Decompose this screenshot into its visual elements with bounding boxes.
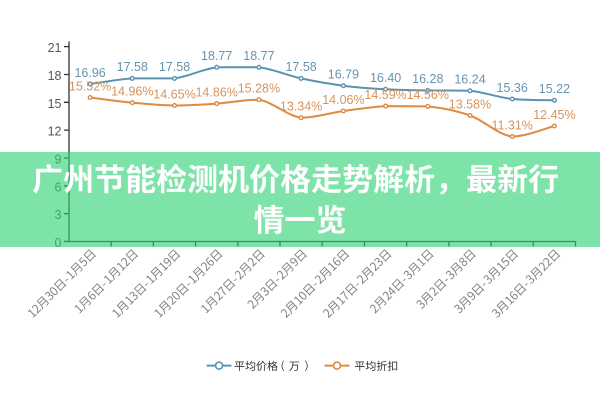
svg-text:16.28: 16.28 — [412, 72, 443, 86]
svg-text:16.40: 16.40 — [370, 71, 401, 85]
svg-text:14.65%: 14.65% — [153, 87, 195, 101]
svg-text:14.96%: 14.96% — [111, 85, 153, 99]
svg-text:14.06%: 14.06% — [322, 93, 364, 107]
svg-text:14.59%: 14.59% — [364, 88, 406, 102]
svg-text:16.24: 16.24 — [454, 73, 485, 87]
svg-text:11.31%: 11.31% — [491, 118, 532, 132]
svg-text:18: 18 — [48, 69, 62, 83]
svg-text:16.79: 16.79 — [328, 68, 359, 82]
svg-text:14.86%: 14.86% — [195, 85, 237, 99]
svg-text:13.34%: 13.34% — [280, 100, 322, 114]
svg-text:17.58: 17.58 — [159, 60, 190, 74]
svg-text:15.52%: 15.52% — [69, 79, 111, 93]
svg-text:13.58%: 13.58% — [449, 97, 491, 111]
svg-text:15: 15 — [48, 97, 62, 111]
svg-text:18.77: 18.77 — [201, 49, 232, 63]
svg-text:17.58: 17.58 — [117, 60, 148, 74]
svg-text:17.58: 17.58 — [285, 60, 316, 74]
svg-text:15.36: 15.36 — [497, 81, 528, 95]
svg-text:15.28%: 15.28% — [238, 82, 280, 96]
svg-text:16.96: 16.96 — [74, 66, 105, 80]
svg-text:12: 12 — [48, 125, 62, 139]
svg-text:15.22: 15.22 — [539, 82, 570, 96]
svg-text:18.77: 18.77 — [243, 49, 274, 63]
svg-text:12.45%: 12.45% — [533, 108, 575, 122]
svg-text:21: 21 — [48, 41, 62, 55]
svg-text:14.56%: 14.56% — [407, 88, 449, 102]
